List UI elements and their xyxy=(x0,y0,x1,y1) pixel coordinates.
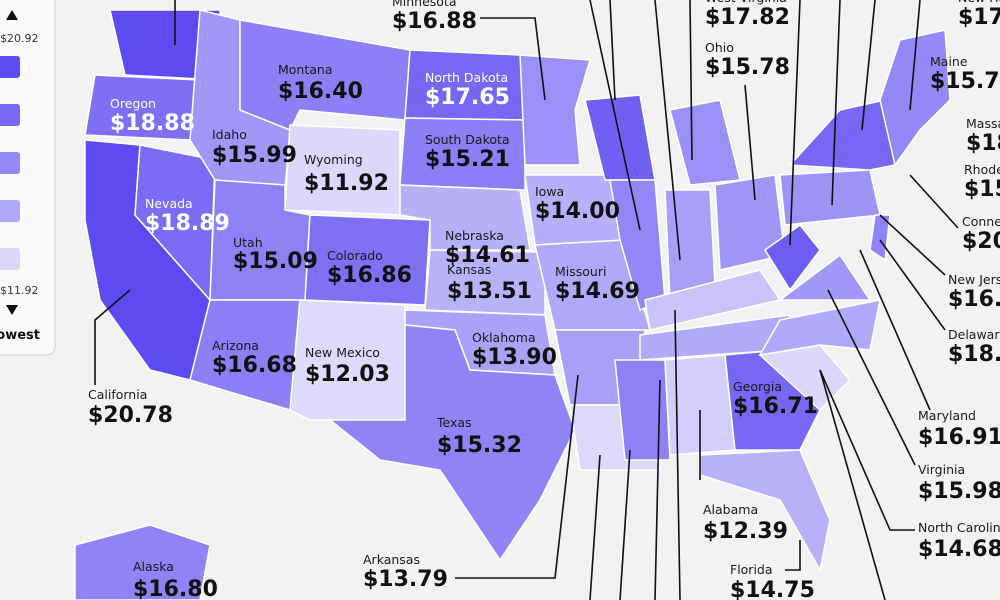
state-value: $18.88 xyxy=(110,111,195,136)
state-name: Texas xyxy=(436,415,472,430)
state-name: Utah xyxy=(233,235,263,250)
state-name: Alabama xyxy=(703,502,758,517)
state-value: $16.91 xyxy=(918,425,1000,450)
legend-label: Lowest xyxy=(0,328,40,343)
state-name: Kansas xyxy=(447,262,491,277)
state-name: Minnesota xyxy=(392,0,457,9)
state-value: $11.92 xyxy=(304,171,389,196)
state-value: $14.68 xyxy=(918,537,1000,562)
state-name: Rhode Island xyxy=(964,162,1000,177)
state-value: $16.40 xyxy=(278,79,363,104)
state-name: Colorado xyxy=(327,248,383,263)
state-value: $15.75 xyxy=(930,69,1000,94)
state-value: $14.61 xyxy=(445,243,530,268)
state-name: Maryland xyxy=(918,408,976,423)
legend-min: $11.92 xyxy=(0,284,39,297)
legend xyxy=(0,0,56,356)
state-name: Massachusetts xyxy=(966,116,1000,131)
state-name: North Carolina xyxy=(918,520,1000,535)
state-value: $12.39 xyxy=(703,519,788,544)
state-shapes xyxy=(74,9,951,600)
state-value: $14.69 xyxy=(555,279,640,304)
state-name: North Dakota xyxy=(425,70,508,85)
state-name: Nevada xyxy=(145,196,193,211)
state-name: Alaska xyxy=(133,559,174,574)
state-name: Maine xyxy=(930,54,968,69)
state-name: Wyoming xyxy=(304,152,363,167)
state-name: Nebraska xyxy=(445,228,504,243)
state-value: $15.98 xyxy=(918,479,1000,504)
state-name: Florida xyxy=(730,562,773,577)
state-value: $18.3 xyxy=(948,342,1000,367)
state-value: $16.80 xyxy=(133,577,218,600)
state-value: $17.6 xyxy=(958,5,1000,30)
state-name: West Virginia xyxy=(705,0,787,5)
state-name: South Dakota xyxy=(425,132,510,147)
state-name: Virginia xyxy=(918,462,965,477)
state-name: Connecticut xyxy=(962,214,1000,229)
state-name: Missouri xyxy=(555,264,606,279)
state-value: $17.82 xyxy=(705,5,790,30)
state-value: $18 xyxy=(966,131,1000,156)
state-value: $16.4 xyxy=(948,287,1000,312)
state-name: New Hampshire xyxy=(958,0,1000,5)
state-value: $20 xyxy=(962,229,1000,254)
state-value: $15.32 xyxy=(437,433,522,458)
state-name: Idaho xyxy=(212,127,247,142)
leader-lines xyxy=(94,0,959,600)
state-name: Oregon xyxy=(110,96,156,111)
state-name: Arkansas xyxy=(363,552,420,567)
state-value: $15.99 xyxy=(212,143,297,168)
state-value: $15.09 xyxy=(233,249,318,274)
state-value: $16.86 xyxy=(327,263,412,288)
state-value: $12.03 xyxy=(305,362,390,387)
state-name: Arizona xyxy=(212,338,259,353)
state-name: Delaware xyxy=(948,327,1000,342)
state-name: Ohio xyxy=(705,40,734,55)
state-value: $13.51 xyxy=(447,279,532,304)
state-name: Montana xyxy=(278,62,333,77)
state-name: California xyxy=(88,387,147,402)
state-value: $14.00 xyxy=(535,199,620,224)
state-value: $13.79 xyxy=(363,567,448,592)
legend-max: $20.92 xyxy=(0,32,39,45)
state-name: New Jersey xyxy=(948,272,1000,287)
state-value: $15 xyxy=(964,177,1000,202)
state-value: $20.78 xyxy=(88,403,173,428)
state-value: $16.88 xyxy=(392,9,477,34)
state-value: $13.90 xyxy=(472,345,557,370)
state-value: $17.65 xyxy=(425,85,510,110)
state-name: Georgia xyxy=(733,379,782,394)
state-value: $14.75 xyxy=(730,578,815,600)
state-name: New Mexico xyxy=(305,345,380,360)
state-value: $15.78 xyxy=(705,55,790,80)
state-value: $16.68 xyxy=(212,353,297,378)
state-value: $16.71 xyxy=(733,394,818,419)
state-value: $15.21 xyxy=(425,147,510,172)
state-name: Iowa xyxy=(535,184,564,199)
state-value: $18.89 xyxy=(145,211,230,236)
state-name: Oklahoma xyxy=(472,330,536,345)
